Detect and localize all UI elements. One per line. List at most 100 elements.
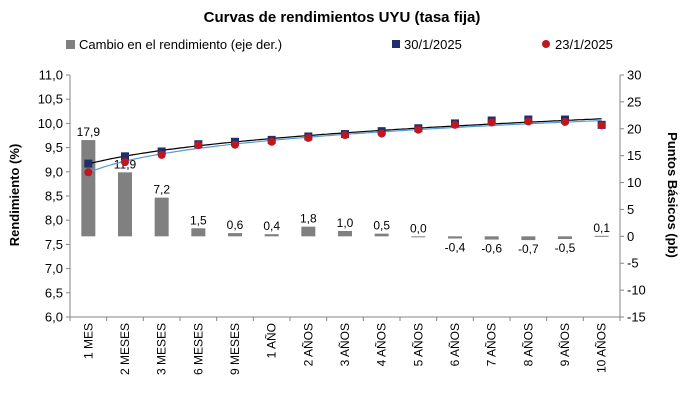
point-markers [84,115,606,177]
bar-value-label: -0,7 [518,242,539,256]
bar [594,235,609,237]
bar-value-label: 0,4 [263,219,280,233]
bar [411,236,426,238]
trend-lines [88,118,602,174]
bar [154,197,169,237]
category-label: 2 MESES [118,323,132,375]
category-label: 4 AÑOS [375,323,389,366]
legend-bar-swatch [66,40,75,49]
y-left-ticks: 6,0 6,5 7,0 7,5 8,0 8,5 9,0 9,5 10,0 10,5 11,0 [38,68,70,325]
y-left-tick-label: 6,5 [45,285,63,300]
category-label: 7 AÑOS [485,323,499,366]
legend-series1-label: 30/1/2025 [404,37,462,52]
bar [338,230,352,237]
bar [558,236,572,240]
bar-value-label: 1,5 [190,213,207,227]
marker-23-1-2025 [597,121,606,130]
marker-23-1-2025 [121,158,129,167]
marker-23-1-2025 [451,120,459,129]
marker-23-1-2025 [414,125,423,134]
y-left-tick-label: 8,5 [45,189,63,204]
category-label: 8 AÑOS [521,323,535,366]
marker-23-1-2025 [524,117,533,126]
bar [484,236,499,240]
category-label: 1 MES [81,323,95,359]
bar-value-label: 7,2 [153,183,170,197]
y-right-tick-label: 15 [627,148,641,163]
y-right-tick-label: 25 [627,94,641,109]
marker-30-1-2025 [121,152,129,161]
y-left-tick-label: 7,5 [45,237,63,252]
legend-series2-marker [542,40,550,48]
y-left-tick-label: 10,5 [38,92,63,107]
y-right-ticks: -15 -10 -5 0 5 10 15 20 25 30 [620,68,646,325]
bar [301,226,316,237]
bar [521,236,536,241]
y-left-tick-label: 9,5 [45,140,63,155]
category-label: 10 AÑOS [595,323,609,373]
marker-23-1-2025 [304,133,313,142]
marker-23-1-2025 [231,140,239,149]
marker-30-1-2025 [84,159,93,168]
category-label: 3 MESES [155,323,169,375]
category-label: 6 MESES [191,323,205,375]
marker-23-1-2025 [84,168,93,177]
legend: Cambio en el rendimiento (eje der.) 30/1… [66,37,613,52]
y-left-tick-label: 8,0 [45,213,63,228]
category-label: 3 AÑOS [338,323,352,366]
category-label: 5 AÑOS [411,323,425,366]
legend-series2-label: 23/1/2025 [555,37,613,52]
category-label: 1 AÑO [265,323,279,358]
y-left-tick-label: 7,0 [45,261,63,276]
category-label: 9 MESES [228,323,242,375]
bar-value-label: 0,1 [593,221,610,235]
y-left-axis-title: Rendimiento (%) [7,144,22,247]
bar-value-label: 17,9 [77,125,101,139]
bar-value-label: 1,8 [300,212,317,226]
y-right-tick-label: 30 [627,68,641,83]
y-right-tick-label: -10 [627,283,646,298]
marker-23-1-2025 [377,129,386,138]
bar-value-label: -0,5 [555,241,576,255]
y-right-tick-label: 5 [627,202,634,217]
bar [191,228,206,237]
bar [448,236,462,239]
category-labels: 1 MES 2 MESES 3 MESES 6 MESES 9 MESES 1 AÑO 2 … [81,323,608,375]
category-label: 2 AÑOS [301,323,315,366]
y-right-tick-label: -5 [627,256,639,271]
marker-23-1-2025 [341,131,349,140]
y-left-tick-label: 10,0 [38,116,63,131]
bar-data-labels: 17,911,97,21,50,60,41,81,00,50,0-0,4-0,6… [77,125,611,256]
y-left-tick-label: 11,0 [39,68,63,83]
bar-value-label: 1,0 [337,216,354,230]
bar-value-label: 0,6 [227,218,244,232]
marker-23-1-2025 [267,137,276,146]
y-right-tick-label: 0 [627,229,634,244]
trend-line-30-1-2025 [88,118,602,165]
y-right-tick-label: 10 [627,175,641,190]
chart-title: Curvas de rendimientos UYU (tasa fija) [204,9,481,26]
marker-23-1-2025 [157,150,166,159]
bar [118,172,132,237]
marker-23-1-2025 [561,117,569,126]
bar [81,140,96,237]
legend-series1-marker [392,40,400,48]
y-left-tick-label: 9,0 [45,164,63,179]
bar [264,234,279,237]
bar [374,233,389,237]
marker-23-1-2025 [194,141,203,150]
category-label: 6 AÑOS [448,323,462,366]
bar-value-label: 0,5 [373,219,390,233]
marker-23-1-2025 [487,118,496,127]
bar [228,233,242,237]
category-label: 9 AÑOS [558,323,572,366]
y-right-axis-title: Puntos Básicos (pb) [665,132,680,258]
bar-value-label: -0,4 [445,240,466,254]
y-right-tick-label: -15 [627,310,646,325]
trend-line-23-1-2025 [88,120,602,174]
x-ticks [69,317,621,321]
legend-bar-label: Cambio en el rendimiento (eje der.) [79,37,282,52]
bar-value-label: 0,0 [410,221,427,235]
y-right-tick-label: 20 [627,121,641,136]
